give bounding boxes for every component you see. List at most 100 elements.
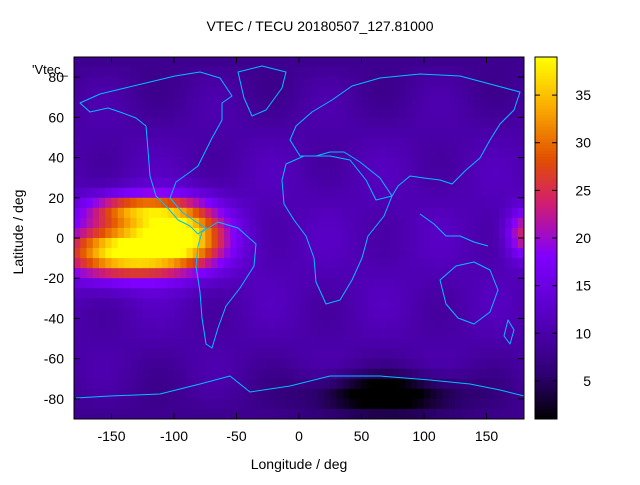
heatmap-cell — [174, 57, 181, 68]
heatmap-cell — [149, 358, 156, 370]
heatmap-cell — [517, 187, 525, 199]
heatmap-cell — [380, 67, 387, 78]
heatmap-cell — [361, 348, 369, 360]
heatmap-cell — [449, 368, 456, 380]
heatmap-cell — [130, 318, 137, 329]
heatmap-cell — [155, 298, 162, 309]
heatmap-cell — [311, 97, 319, 108]
heatmap-cell — [499, 378, 506, 390]
heatmap-cell — [74, 408, 81, 420]
heatmap-cell — [505, 278, 512, 289]
heatmap-cell — [211, 57, 219, 68]
heatmap-cell — [380, 97, 387, 108]
heatmap-cell — [280, 278, 287, 289]
heatmap-cell — [317, 278, 325, 289]
heatmap-cell — [442, 318, 450, 329]
heatmap-cell — [124, 258, 131, 269]
heatmap-cell — [405, 177, 412, 189]
heatmap-cell — [324, 248, 331, 259]
colorbar-segment — [535, 84, 557, 88]
heatmap-cell — [361, 388, 369, 400]
heatmap-cell — [92, 368, 100, 380]
heatmap-cell — [299, 248, 306, 259]
heatmap-cell — [136, 127, 144, 138]
heatmap-cell — [474, 107, 481, 118]
heatmap-cell — [374, 227, 381, 239]
heatmap-cell — [336, 57, 344, 68]
heatmap-cell — [392, 278, 400, 289]
heatmap-cell — [255, 398, 262, 410]
heatmap-cell — [142, 87, 150, 98]
heatmap-cell — [105, 368, 112, 380]
heatmap-cell — [411, 248, 419, 259]
colorbar-segment — [535, 334, 557, 339]
heatmap-cell — [430, 388, 437, 400]
heatmap-cell — [286, 298, 294, 309]
heatmap-cell — [124, 388, 131, 400]
heatmap-cell — [455, 338, 462, 350]
heatmap-cell — [130, 67, 137, 78]
colorbar-segment — [535, 337, 557, 342]
heatmap-cell — [305, 107, 312, 118]
heatmap-cell — [349, 298, 356, 309]
heatmap-cell — [217, 157, 225, 169]
heatmap-cell — [74, 378, 81, 390]
heatmap-cell — [380, 167, 387, 179]
heatmap-cell — [299, 117, 306, 128]
heatmap-cell — [180, 308, 187, 319]
heatmap-cell — [492, 328, 500, 339]
heatmap-cell — [455, 197, 462, 209]
heatmap-cell — [230, 167, 237, 179]
heatmap-cell — [286, 97, 294, 108]
heatmap-cell — [367, 87, 375, 98]
heatmap-cell — [380, 197, 387, 209]
heatmap-cell — [186, 298, 194, 309]
heatmap-cell — [286, 318, 294, 329]
heatmap-cell — [99, 207, 106, 219]
heatmap-cell — [474, 57, 481, 68]
heatmap-cell — [130, 398, 137, 410]
colorbar-segment — [535, 96, 557, 100]
heatmap-cell — [167, 97, 175, 108]
heatmap-cell — [192, 308, 200, 319]
heatmap-cell — [374, 57, 381, 68]
heatmap-cell — [86, 338, 94, 350]
heatmap-cell — [217, 368, 225, 380]
heatmap-cell — [224, 248, 231, 259]
heatmap-cell — [424, 227, 431, 239]
heatmap-cell — [224, 117, 231, 128]
heatmap-cell — [405, 388, 412, 400]
x-tick-label: 0 — [295, 428, 303, 444]
heatmap-cell — [324, 348, 331, 360]
heatmap-cell — [242, 238, 250, 249]
heatmap-cell — [161, 318, 169, 329]
heatmap-cell — [517, 147, 525, 158]
heatmap-cell — [174, 318, 181, 329]
colorbar-segment — [535, 225, 557, 230]
heatmap-cell — [336, 137, 344, 148]
heatmap-cell — [117, 308, 125, 319]
heatmap-cell — [292, 107, 300, 118]
heatmap-cell — [155, 268, 162, 279]
heatmap-cell — [349, 97, 356, 108]
heatmap-cell — [286, 187, 294, 199]
heatmap-cell — [174, 167, 181, 179]
heatmap-cell — [161, 268, 169, 279]
heatmap-cell — [211, 157, 219, 169]
heatmap-cell — [442, 97, 450, 108]
heatmap-cell — [442, 328, 450, 339]
heatmap-cell — [486, 248, 494, 259]
heatmap-cell — [117, 87, 125, 98]
heatmap-cell — [149, 258, 156, 269]
heatmap-cell — [399, 117, 406, 128]
heatmap-cell — [111, 358, 119, 370]
colorbar-segment — [535, 81, 557, 85]
heatmap-cell — [74, 348, 81, 360]
heatmap-cell — [249, 328, 256, 339]
heatmap-cell — [355, 217, 362, 229]
heatmap-cell — [267, 187, 275, 199]
heatmap-cell — [511, 187, 519, 199]
heatmap-cell — [436, 217, 444, 229]
heatmap-cell — [217, 167, 225, 179]
